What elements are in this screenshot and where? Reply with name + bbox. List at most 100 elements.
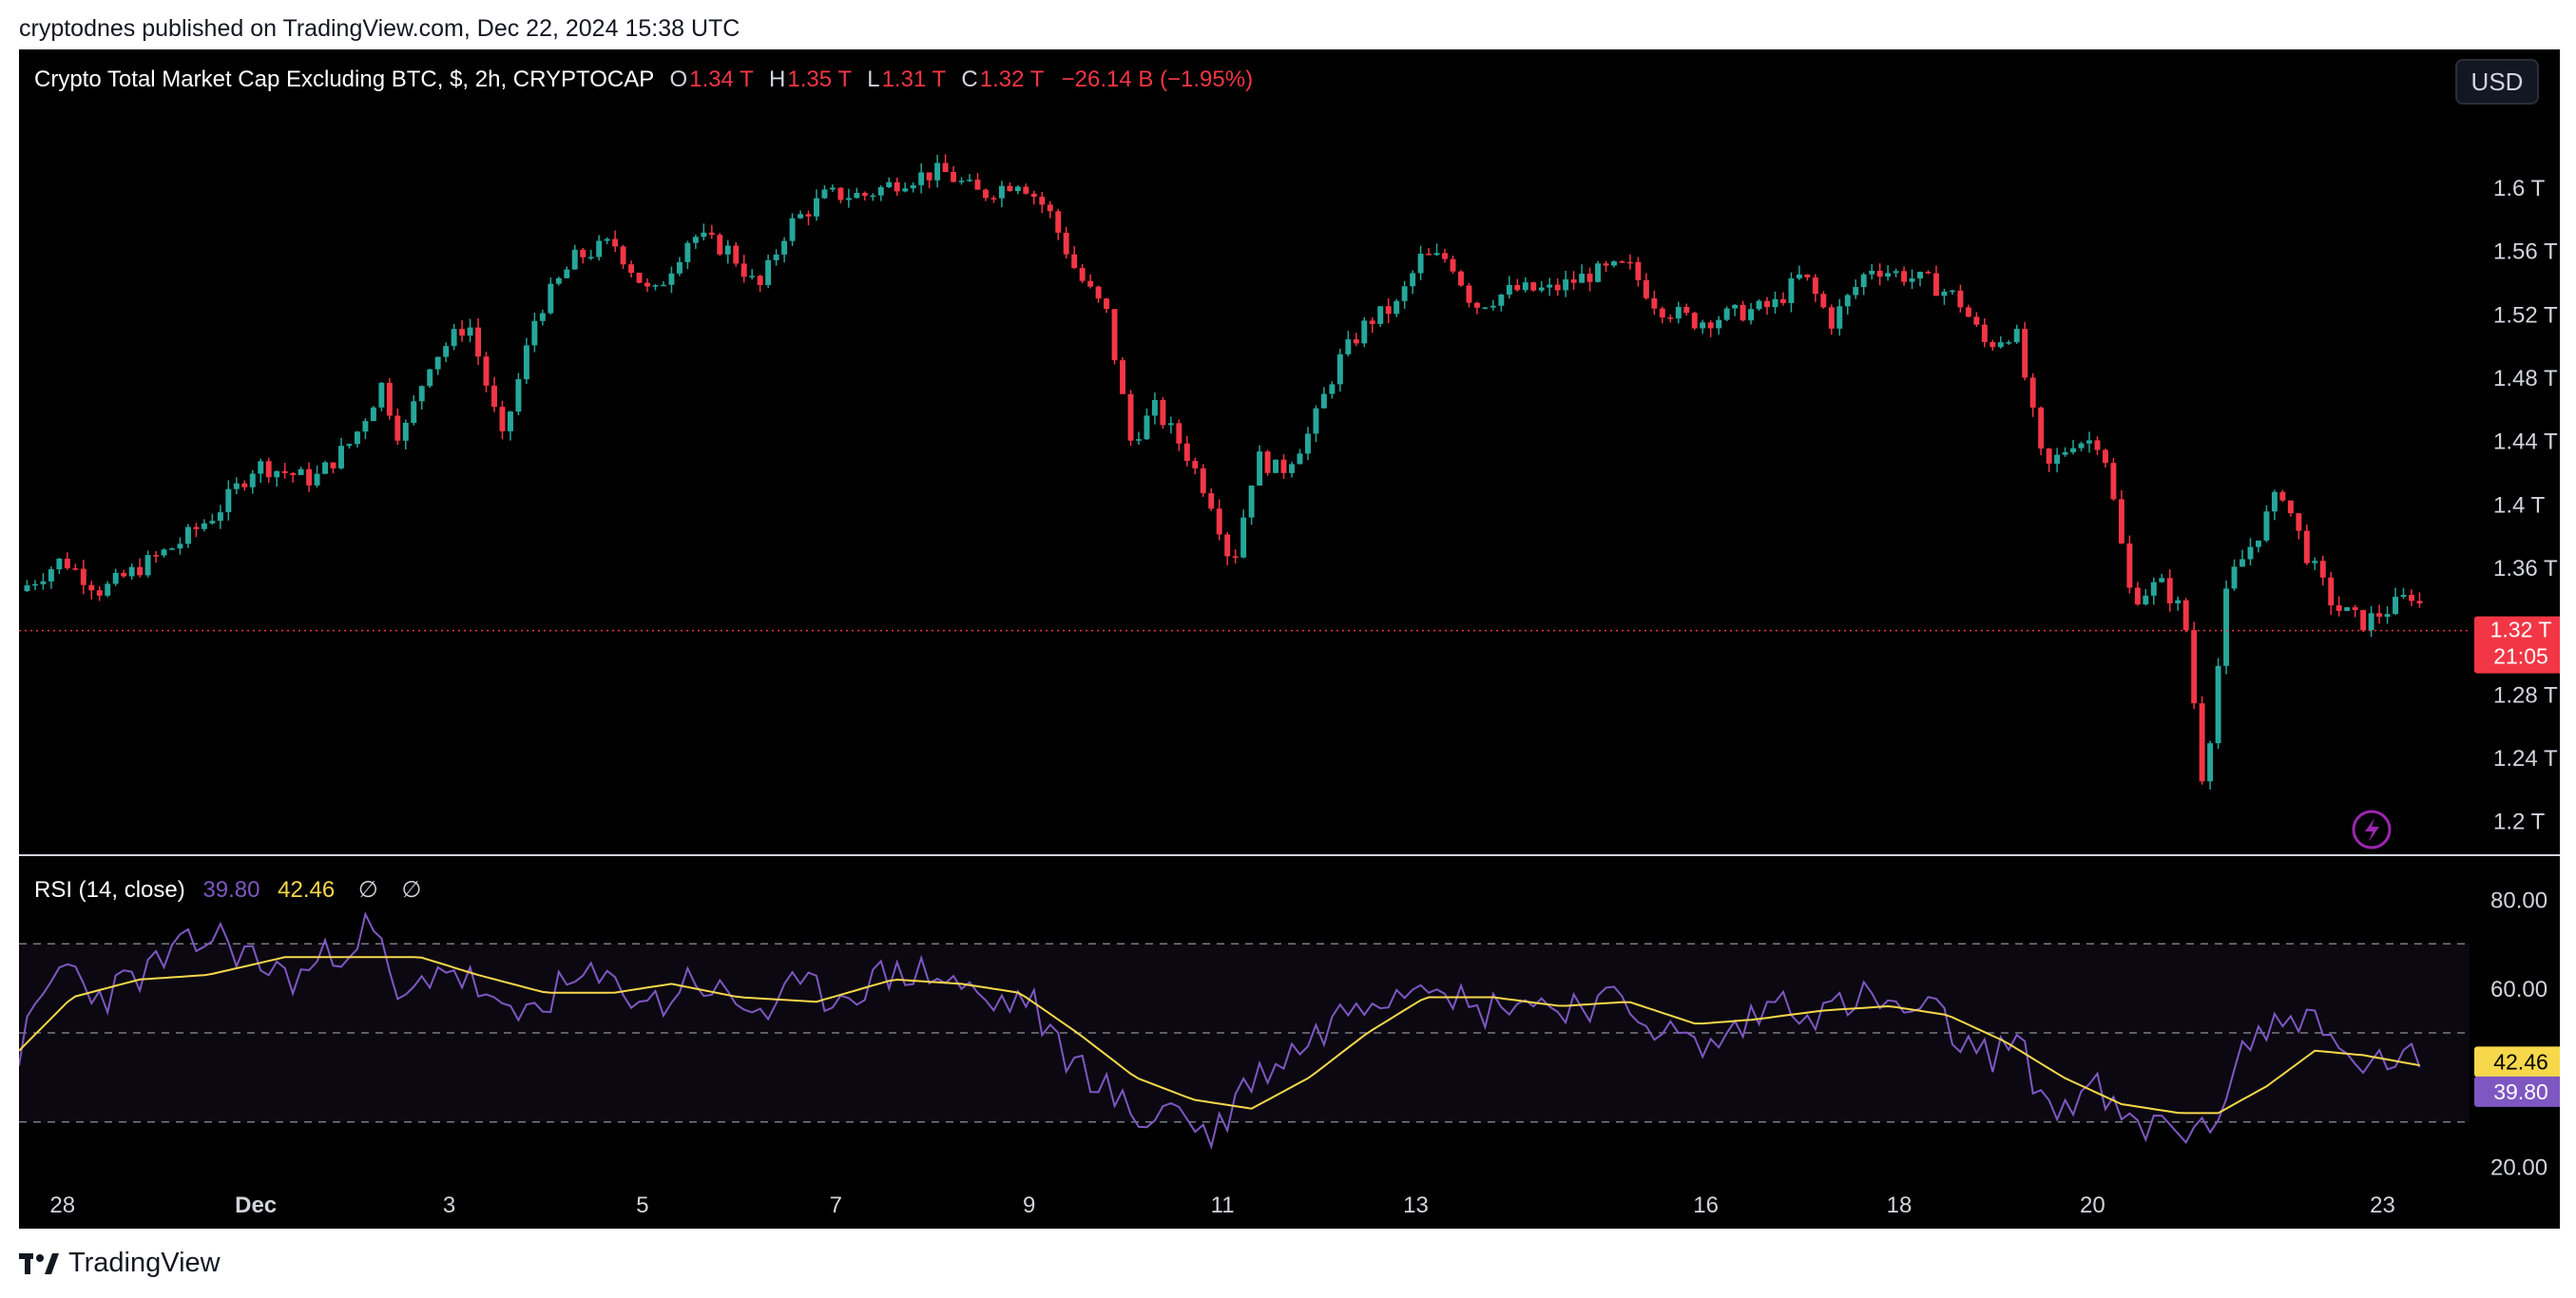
candle — [821, 185, 828, 200]
symbol-legend[interactable]: Crypto Total Market Cap Excluding BTC, $… — [34, 67, 1253, 93]
candle — [1176, 419, 1182, 451]
alert-lightning-icon[interactable] — [2352, 810, 2392, 849]
candle — [298, 467, 304, 476]
candle — [548, 277, 554, 315]
candle — [1273, 459, 1279, 473]
candle — [1844, 294, 1851, 315]
candle — [96, 586, 103, 601]
candle — [1466, 282, 1472, 308]
candle — [1667, 314, 1674, 323]
candle — [2255, 540, 2261, 553]
time-tick-label: 18 — [1887, 1193, 1913, 1218]
candle — [1740, 300, 1746, 322]
candle — [1104, 297, 1110, 314]
candle — [2336, 596, 2342, 617]
candle — [982, 188, 989, 201]
rsi-title: RSI (14, close) — [34, 877, 185, 903]
candle — [1410, 270, 1416, 295]
high-value: 1.35 T — [787, 67, 852, 92]
candle — [1160, 396, 1166, 429]
candle — [1973, 312, 1980, 328]
candle — [193, 523, 200, 538]
currency-button[interactable]: USD — [2455, 59, 2539, 105]
rsi-tick-label: 20.00 — [2490, 1155, 2547, 1181]
candle — [1506, 276, 1512, 299]
chart-canvas[interactable]: 1.2 T 1.24 T 1.28 T 1.32 T 1.36 T 1.4 T 1.44 T… — [19, 49, 2560, 1229]
candle — [636, 272, 643, 284]
candle — [2191, 621, 2198, 710]
candle — [31, 580, 38, 591]
candle — [2199, 696, 2205, 785]
candle — [1385, 297, 1392, 324]
candle — [2022, 321, 2028, 381]
candle — [2263, 505, 2270, 543]
candle — [281, 463, 288, 479]
candle — [523, 337, 529, 385]
candle — [798, 210, 804, 220]
candle — [1981, 317, 1988, 348]
price-tick-label: 1.52 T — [2493, 302, 2558, 328]
candle — [2400, 587, 2407, 600]
candle — [918, 162, 925, 194]
candle — [789, 213, 796, 246]
candle — [2078, 441, 2085, 451]
chart-container[interactable]: 1.2 T 1.24 T 1.28 T 1.32 T 1.36 T 1.4 T 1.44 T… — [19, 49, 2560, 1229]
candle — [1490, 299, 1496, 311]
candle — [2159, 574, 2165, 583]
rsi-value-tag-text: 39.80 — [2493, 1079, 2548, 1104]
candle — [1933, 265, 1939, 296]
candle — [1280, 454, 1287, 479]
candle — [1248, 485, 1255, 525]
price-tick-label: 1.28 T — [2493, 682, 2558, 708]
candle — [378, 381, 385, 411]
candle — [2344, 606, 2351, 612]
candle — [701, 223, 707, 241]
high-label: H — [769, 67, 786, 92]
candle — [612, 230, 619, 253]
candle — [233, 477, 240, 495]
candle — [877, 184, 884, 201]
candle — [2312, 557, 2318, 570]
candle — [499, 400, 506, 440]
candle — [459, 320, 466, 342]
candle — [2054, 448, 2061, 473]
time-tick-label: 9 — [1023, 1193, 1035, 1218]
candle — [1957, 284, 1964, 313]
candle — [733, 241, 740, 267]
rsi-legend[interactable]: RSI (14, close) 39.80 42.46 ∅ ∅ — [34, 876, 421, 904]
candle — [1433, 243, 1440, 257]
candle — [1473, 301, 1480, 315]
candle — [201, 519, 207, 532]
rsi-extra-1: ∅ — [357, 877, 378, 903]
candle — [951, 165, 957, 183]
candle — [2182, 598, 2189, 633]
candle — [1990, 339, 1996, 351]
candle — [1208, 487, 1215, 511]
tradingview-logo[interactable]: TradingView — [19, 1248, 221, 1279]
candle — [2013, 324, 2020, 344]
candle — [564, 266, 570, 278]
candle — [2393, 587, 2398, 616]
candle — [1498, 294, 1505, 312]
rsi-band-group — [19, 943, 2470, 1123]
candle — [1579, 264, 1586, 283]
candle — [1586, 267, 1593, 292]
candle — [209, 513, 216, 525]
candle — [1313, 405, 1319, 443]
candle — [620, 244, 626, 270]
rsi-value-tag — [2474, 1076, 2560, 1107]
candle — [1812, 274, 1818, 302]
candle — [1949, 289, 1955, 296]
candle — [169, 547, 175, 550]
time-tick-label: 11 — [1211, 1193, 1235, 1218]
candle — [330, 462, 336, 474]
candle — [580, 247, 586, 264]
candle — [1901, 266, 1908, 286]
candle — [1893, 268, 1899, 277]
candle — [2384, 606, 2391, 624]
candle — [1450, 256, 1456, 275]
candle — [1377, 306, 1384, 328]
change-value: −26.14 B (−1.95%) — [1061, 67, 1254, 92]
candle — [1039, 191, 1046, 214]
candle — [1055, 208, 1062, 240]
